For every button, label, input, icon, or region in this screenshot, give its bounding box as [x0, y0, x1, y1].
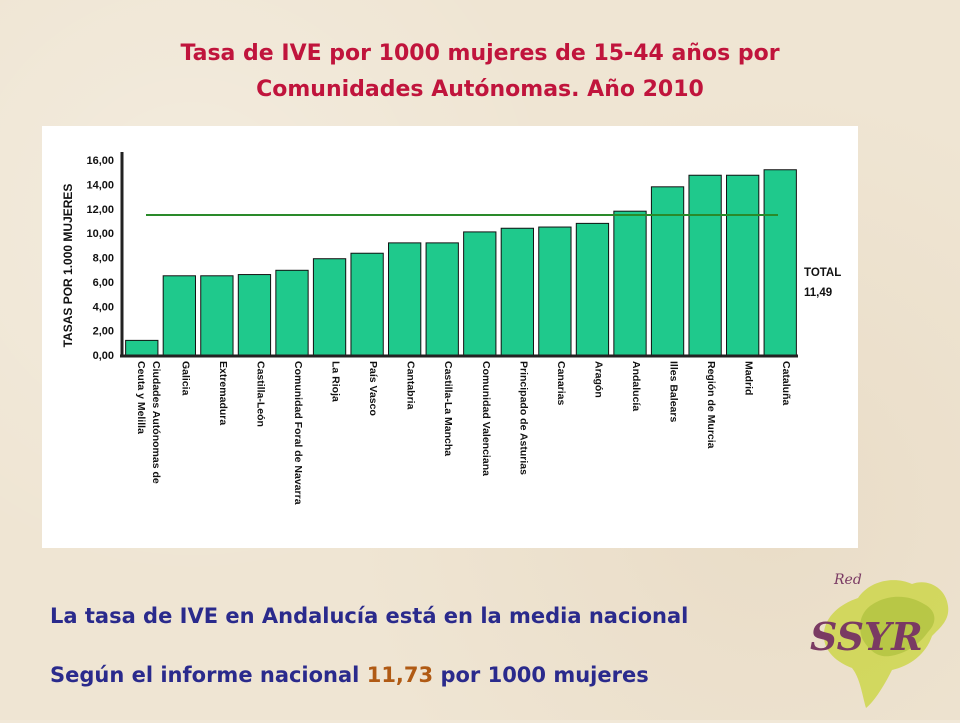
x-category-label: Castilla-La Mancha — [442, 361, 454, 456]
x-category-label: Extremadura — [217, 361, 229, 425]
x-category-label: Ceuta y Melilla — [135, 361, 147, 434]
y-tick-label: 10,00 — [86, 228, 114, 240]
x-category-label: Cantabria — [405, 361, 417, 410]
x-category-label: Madrid — [743, 361, 755, 395]
bar — [650, 186, 685, 356]
x-category-label: Región de Murcia — [705, 361, 717, 449]
bar — [388, 242, 422, 356]
bar — [237, 274, 272, 356]
bar — [575, 222, 610, 356]
total-label: TOTAL — [804, 267, 841, 279]
x-category-label: Galicia — [179, 361, 191, 396]
bar — [200, 275, 234, 356]
x-category-label: Andalucía — [630, 361, 642, 411]
note-national-prefix: Según el informe nacional — [50, 663, 367, 687]
x-category-label: Aragón — [592, 361, 604, 398]
bar — [688, 174, 722, 356]
bar — [312, 258, 347, 356]
bar — [275, 269, 309, 356]
x-category-label: Castilla-León — [254, 361, 266, 427]
y-tick-label: 14,00 — [86, 179, 114, 191]
logo-small-text: Red — [833, 572, 862, 588]
x-category-label: Principado de Asturias — [517, 361, 529, 475]
slide-title: Tasa de IVE por 1000 mujeres de 15-44 añ… — [0, 36, 960, 108]
bar — [463, 231, 497, 356]
y-tick-label: 12,00 — [86, 204, 114, 216]
bar — [763, 169, 797, 356]
y-tick-label: 0,00 — [93, 350, 114, 362]
logo-map-shape — [823, 580, 949, 708]
x-category-label: Ciudades Autónomas de — [150, 361, 162, 484]
bar — [350, 252, 384, 356]
y-tick-label: 4,00 — [93, 301, 114, 313]
x-category-label: Comunidad Foral de Navarra — [292, 361, 304, 505]
note-national: Según el informe nacional 11,73 por 1000… — [50, 663, 649, 687]
y-axis-title: TASAS POR 1.000 MUJERES — [61, 184, 75, 348]
x-category-label: Illes Balears — [668, 361, 680, 422]
x-category-label: La Rioja — [330, 361, 342, 402]
logo-map-shadow — [860, 596, 935, 657]
x-category-label: Comunidad Valenciana — [480, 361, 492, 476]
chart-panel: TASAS POR 1.000 MUJERES 0,00 2,00 4,00 6,00 8… — [42, 126, 858, 548]
x-category-label: Cataluña — [780, 361, 792, 406]
bar — [162, 275, 196, 356]
y-tick-label: 6,00 — [93, 277, 114, 289]
y-tick-label: 8,00 — [93, 253, 114, 265]
total-value: 11,49 — [804, 287, 832, 299]
bar-chart: TASAS POR 1.000 MUJERES 0,00 2,00 4,00 6,00 8… — [61, 152, 841, 505]
bar — [613, 210, 647, 356]
bar — [500, 227, 534, 356]
bar — [538, 226, 572, 356]
x-category-label: País Vasco — [367, 361, 379, 416]
logo-main-text: SSYR — [810, 614, 923, 659]
bar — [125, 339, 159, 356]
y-tick-label: 16,00 — [86, 155, 114, 167]
x-category-label: Canarias — [555, 361, 567, 406]
title-line-2: Comunidades Autónomas. Año 2010 — [256, 77, 704, 102]
bar — [726, 174, 760, 356]
bar — [425, 242, 459, 356]
y-tick-label: 2,00 — [93, 326, 114, 338]
note-andalucia: La tasa de IVE en Andalucía está en la m… — [50, 604, 689, 628]
title-line-1: Tasa de IVE por 1000 mujeres de 15-44 añ… — [180, 41, 780, 66]
note-national-value: 11,73 — [366, 663, 434, 687]
red-ssyr-logo: Red SSYR — [800, 558, 955, 718]
note-national-suffix: por 1000 mujeres — [433, 663, 649, 687]
